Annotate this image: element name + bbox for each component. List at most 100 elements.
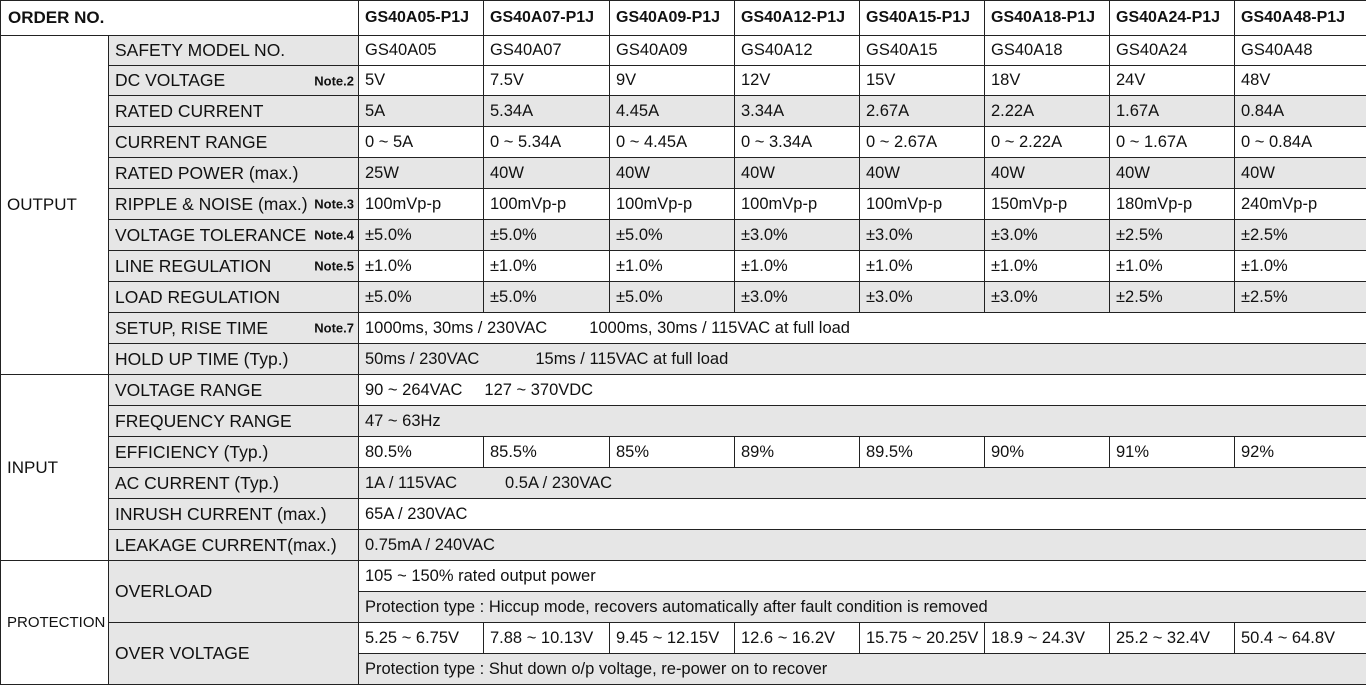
cell: ±1.0% [359,251,484,282]
merged-cell: 47 ~ 63Hz [359,406,1366,437]
row-label: OVER VOLTAGE [109,623,359,685]
cell: 100mVp-p [610,189,735,220]
cell: 3.34A [735,96,860,127]
row-label: LEAKAGE CURRENT(max.) [109,530,359,561]
value-b: 1000ms, 30ms / 115VAC at full load [589,319,850,337]
order-no-header: ORDER NO. [1,1,359,36]
section-protection: PROTECTION [1,561,109,685]
note-ref: Note.5 [314,259,354,274]
section-output: OUTPUT [1,36,109,375]
cell: ±5.0% [359,282,484,313]
efficiency-row: EFFICIENCY (Typ.) 80.5% 85.5% 85% 89% 89… [1,437,1366,468]
row-label: LOAD REGULATION [109,282,359,313]
row-label-text: VOLTAGE TOLERANCE [115,225,306,245]
row-label: EFFICIENCY (Typ.) [109,437,359,468]
overload-row: PROTECTION OVERLOAD 105 ~ 150% rated out… [1,561,1366,592]
cell: 12.6 ~ 16.2V [735,623,860,654]
row-label: FREQUENCY RANGE [109,406,359,437]
row-label: INRUSH CURRENT (max.) [109,499,359,530]
rated-power-row: RATED POWER (max.) 25W 40W 40W 40W 40W 4… [1,158,1366,189]
cell: ±1.0% [1110,251,1235,282]
header-row: ORDER NO. GS40A05-P1J GS40A07-P1J GS40A0… [1,1,1366,36]
row-label: HOLD UP TIME (Typ.) [109,344,359,375]
row-label-text: LINE REGULATION [115,256,271,276]
cell: GS40A12 [735,36,860,66]
cell: ±1.0% [610,251,735,282]
cell: 25W [359,158,484,189]
cell: 85.5% [484,437,610,468]
cell: ±3.0% [985,282,1110,313]
inrush-current-row: INRUSH CURRENT (max.) 65A / 230VAC [1,499,1366,530]
cell: 40W [735,158,860,189]
hold-up-row: HOLD UP TIME (Typ.) 50ms / 230VAC 15ms / … [1,344,1366,375]
cell: 100mVp-p [359,189,484,220]
over-voltage-row: OVER VOLTAGE 5.25 ~ 6.75V 7.88 ~ 10.13V … [1,623,1366,654]
cell: 40W [610,158,735,189]
cell: 2.22A [985,96,1110,127]
cell: 0 ~ 1.67A [1110,127,1235,158]
model-header: GS40A48-P1J [1235,1,1366,36]
cell: ±3.0% [735,220,860,251]
safety-model-row: OUTPUT SAFETY MODEL NO. GS40A05 GS40A07 … [1,36,1366,66]
cell: 5.25 ~ 6.75V [359,623,484,654]
cell: 1.67A [1110,96,1235,127]
ripple-noise-row: RIPPLE & NOISE (max.)Note.3 100mVp-p 100… [1,189,1366,220]
cell: 0.84A [1235,96,1366,127]
rated-current-row: RATED CURRENT 5A 5.34A 4.45A 3.34A 2.67A… [1,96,1366,127]
value-b: 15ms / 115VAC at full load [535,350,728,368]
cell: 5V [359,66,484,96]
cell: ±5.0% [484,282,610,313]
value-b: 0.5A / 230VAC [505,474,612,492]
cell: ±5.0% [484,220,610,251]
value-b: 127 ~ 370VDC [484,381,593,399]
cell: 15V [860,66,985,96]
row-label: RATED CURRENT [109,96,359,127]
model-header: GS40A18-P1J [985,1,1110,36]
cell: ±3.0% [735,282,860,313]
cell: 40W [1235,158,1366,189]
model-header: GS40A07-P1J [484,1,610,36]
row-label: CURRENT RANGE [109,127,359,158]
cell: 0 ~ 4.45A [610,127,735,158]
cell: 15.75 ~ 20.25V [860,623,985,654]
cell: ±2.5% [1235,220,1366,251]
merged-cell: 0.75mA / 240VAC [359,530,1366,561]
note-ref: Note.3 [314,197,354,212]
cell: ±1.0% [1235,251,1366,282]
note-ref: Note.4 [314,228,354,243]
cell: 92% [1235,437,1366,468]
cell: GS40A24 [1110,36,1235,66]
cell: 0 ~ 2.22A [985,127,1110,158]
cell: 7.88 ~ 10.13V [484,623,610,654]
merged-cell: 105 ~ 150% rated output power [359,561,1366,592]
cell: 100mVp-p [735,189,860,220]
cell: 91% [1110,437,1235,468]
cell: 89% [735,437,860,468]
cell: ±3.0% [985,220,1110,251]
cell: 150mVp-p [985,189,1110,220]
cell: 90% [985,437,1110,468]
cell: 18V [985,66,1110,96]
model-header: GS40A15-P1J [860,1,985,36]
row-label: VOLTAGE TOLERANCE Note.4 [109,220,359,251]
cell: 18.9 ~ 24.3V [985,623,1110,654]
cell: GS40A09 [610,36,735,66]
row-label: SETUP, RISE TIME Note.7 [109,313,359,344]
cell: 85% [610,437,735,468]
cell: 0 ~ 0.84A [1235,127,1366,158]
note-ref: Note.7 [314,321,354,336]
row-label: RATED POWER (max.) [109,158,359,189]
value-a: 50ms / 230VAC [365,350,479,368]
cell: 100mVp-p [860,189,985,220]
row-label: OVERLOAD [109,561,359,623]
row-label-text: SETUP, RISE TIME [115,318,268,338]
row-label: RIPPLE & NOISE (max.)Note.3 [109,189,359,220]
cell: 5A [359,96,484,127]
note-ref: Note.2 [314,73,354,88]
merged-cell: 50ms / 230VAC 15ms / 115VAC at full load [359,344,1366,375]
